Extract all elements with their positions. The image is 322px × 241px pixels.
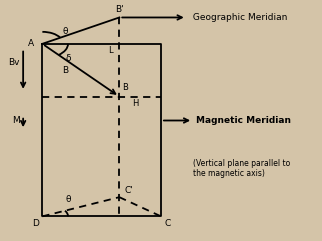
Text: θ: θ [65, 195, 71, 204]
Text: (Vertical plane parallel to
the magnetic axis): (Vertical plane parallel to the magnetic… [193, 159, 290, 178]
Text: B: B [123, 83, 128, 92]
Text: B: B [62, 66, 68, 75]
Text: C': C' [124, 186, 133, 195]
Text: A: A [28, 39, 34, 48]
Text: L: L [108, 46, 113, 55]
Text: Geographic Meridian: Geographic Meridian [190, 13, 287, 22]
Text: H: H [132, 99, 138, 108]
Text: B': B' [115, 5, 124, 14]
Text: θ: θ [62, 27, 68, 36]
Text: C: C [164, 219, 170, 228]
Text: Magnetic Meridian: Magnetic Meridian [196, 116, 291, 125]
Text: D: D [32, 219, 39, 228]
Text: Bv: Bv [8, 59, 20, 67]
Text: M: M [12, 116, 20, 125]
Text: δ: δ [65, 54, 71, 63]
